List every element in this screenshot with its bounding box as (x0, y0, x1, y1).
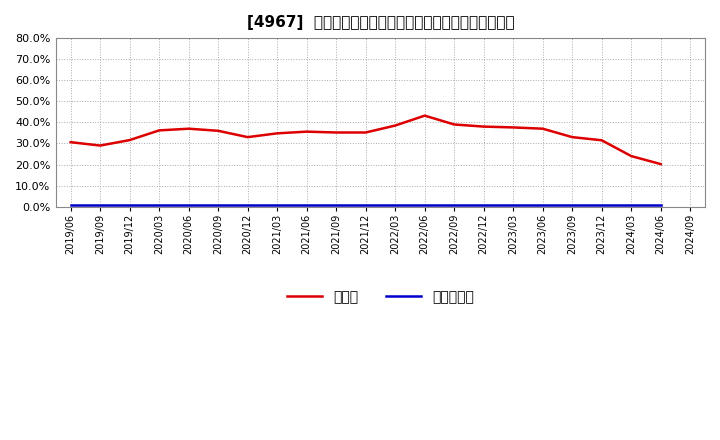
有利子負債 (450, 202, 459, 208)
有利子負債 (657, 202, 665, 208)
有利子負債 (598, 202, 606, 208)
有利子負債 (155, 202, 163, 208)
有利子負債 (125, 202, 134, 208)
有利子負債 (539, 202, 547, 208)
現预金 (332, 130, 341, 135)
現预金 (243, 135, 252, 140)
有利子負債 (361, 202, 370, 208)
Line: 現预金: 現预金 (71, 116, 661, 164)
有利子負債 (509, 202, 518, 208)
有利子負債 (332, 202, 341, 208)
現预金 (125, 137, 134, 143)
現预金 (184, 126, 193, 131)
有利子負債 (568, 202, 577, 208)
現预金 (214, 128, 222, 133)
現预金 (539, 126, 547, 131)
現预金 (657, 161, 665, 167)
有利子負債 (273, 202, 282, 208)
現预金 (420, 113, 429, 118)
現预金 (598, 138, 606, 143)
現预金 (155, 128, 163, 133)
現预金 (66, 139, 75, 145)
現预金 (480, 124, 488, 129)
現预金 (509, 125, 518, 130)
現预金 (96, 143, 104, 148)
現预金 (568, 135, 577, 140)
有利子負債 (391, 202, 400, 208)
有利子負債 (96, 202, 104, 208)
現预金 (450, 122, 459, 127)
現预金 (361, 130, 370, 135)
有利子負債 (214, 202, 222, 208)
有利子負債 (243, 202, 252, 208)
現预金 (627, 154, 636, 159)
Legend: 現预金, 有利子負債: 現预金, 有利子負債 (282, 284, 480, 309)
有利子負債 (627, 202, 636, 208)
有利子負債 (66, 202, 75, 208)
現预金 (302, 129, 311, 134)
Title: [4967]  現预金、有利子負債の総資産に対する比率の推移: [4967] 現预金、有利子負債の総資産に対する比率の推移 (247, 15, 514, 30)
有利子負債 (184, 202, 193, 208)
有利子負債 (420, 202, 429, 208)
現预金 (273, 131, 282, 136)
有利子負債 (480, 202, 488, 208)
現预金 (391, 123, 400, 128)
有利子負債 (302, 202, 311, 208)
